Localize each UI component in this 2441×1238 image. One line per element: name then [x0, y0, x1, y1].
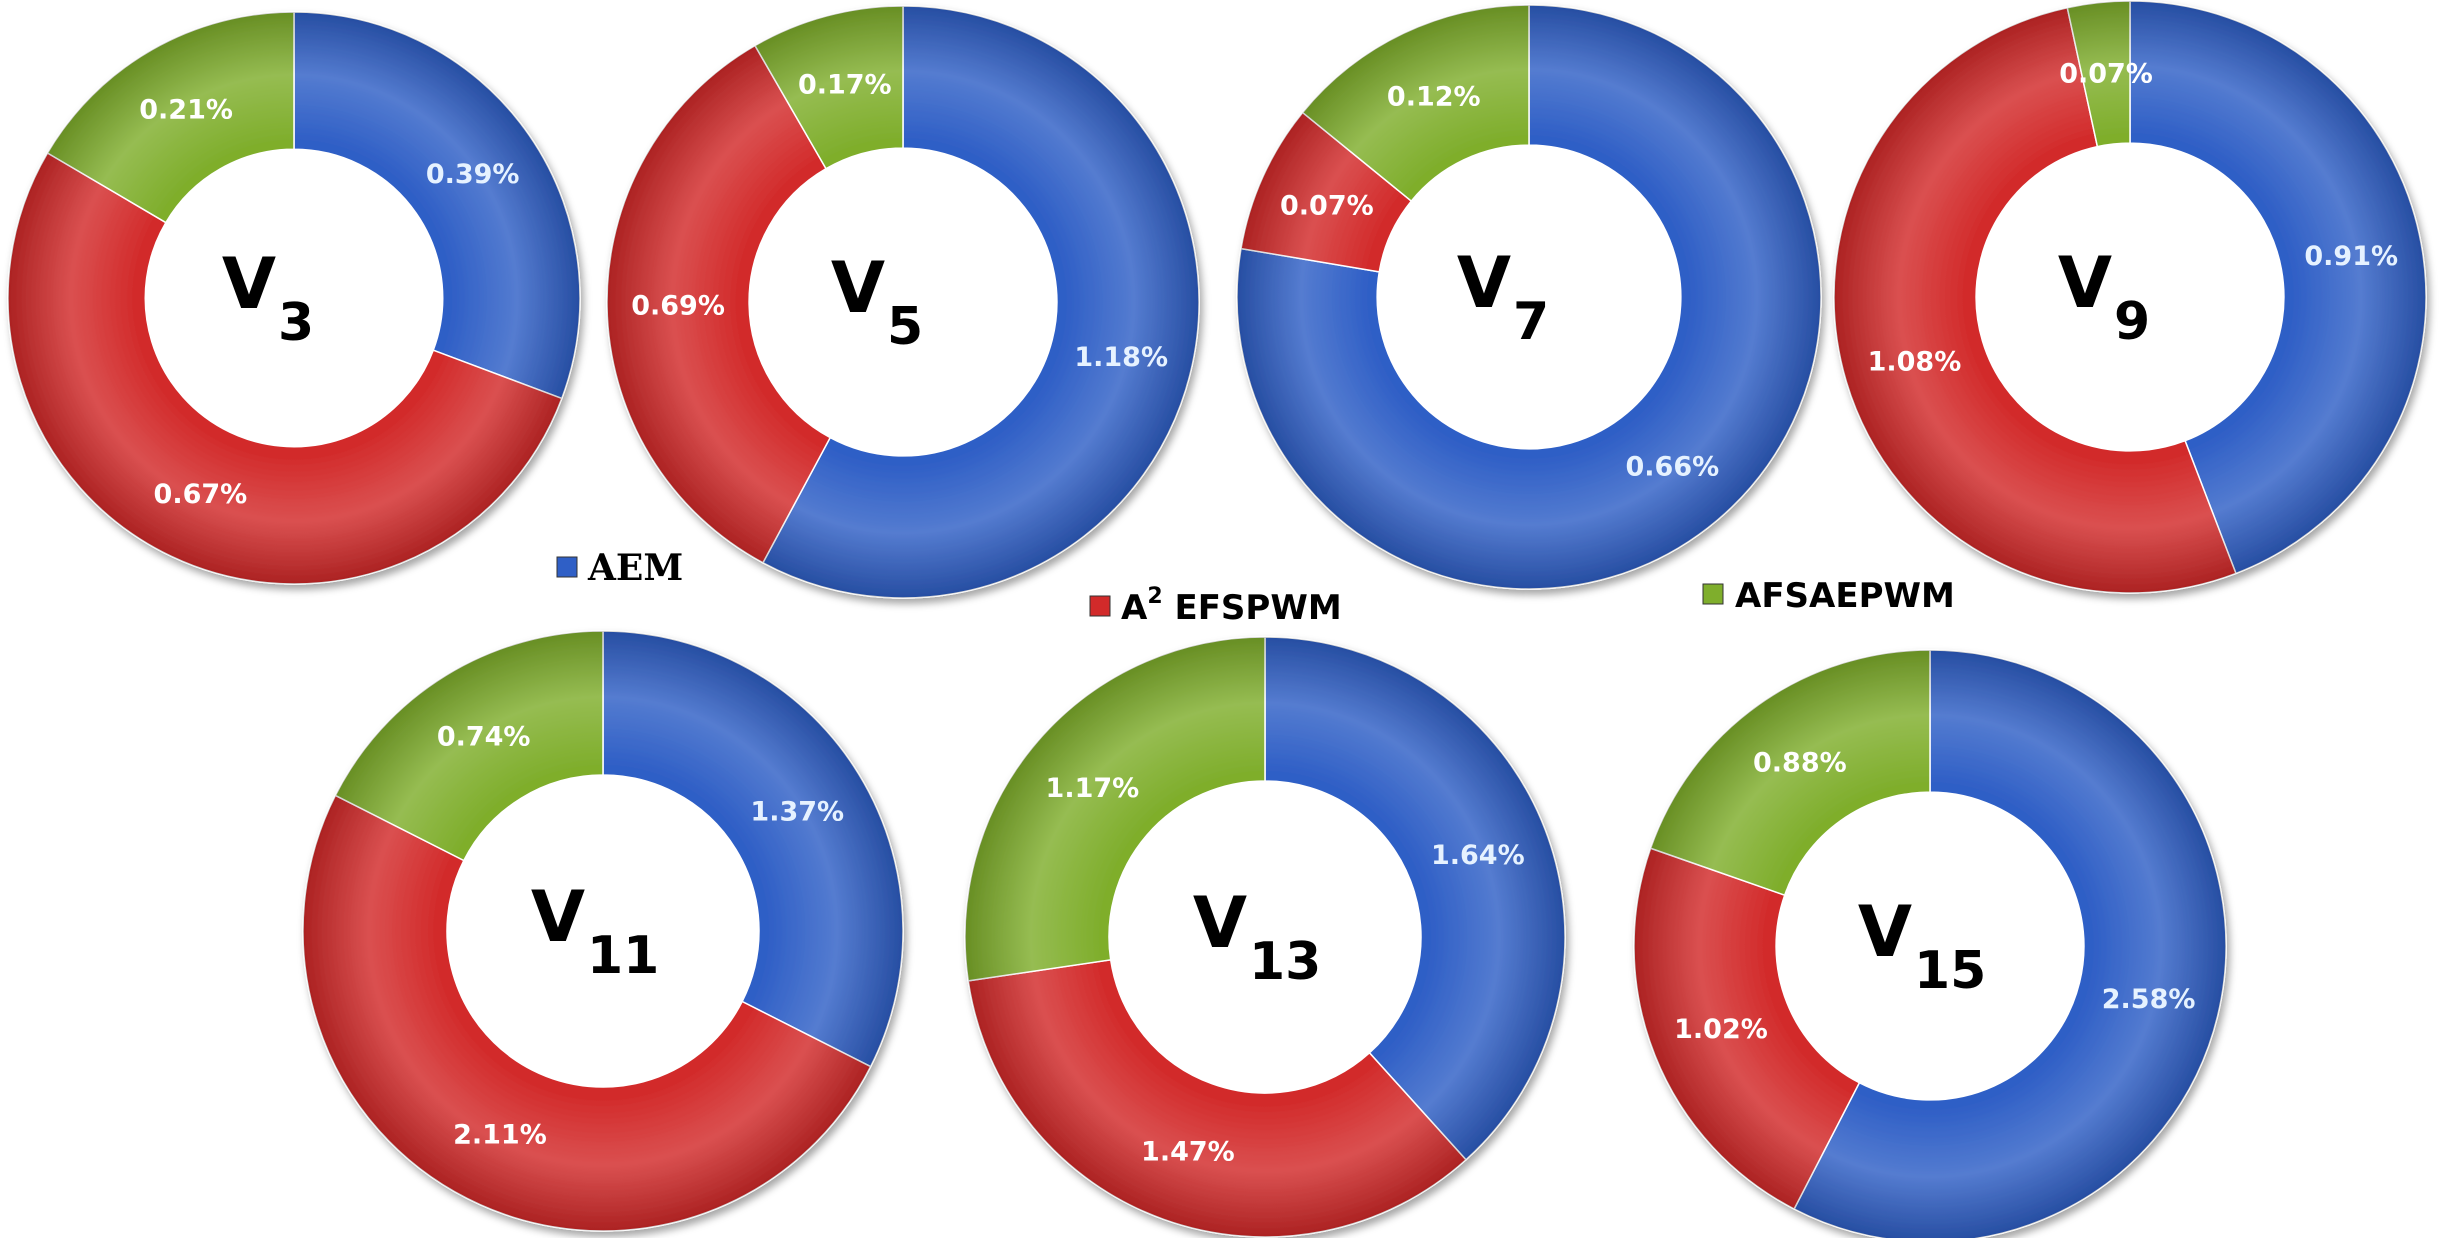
legend-swatch [1702, 583, 1724, 605]
slice-label-afsaepwm: 1.17% [1046, 773, 1140, 804]
slice-label-afsaepwm: 0.12% [1387, 82, 1481, 113]
slice-label-a2efspwm: 1.08% [1868, 346, 1962, 377]
slice-label-a2efspwm: 2.11% [453, 1119, 547, 1150]
center-subscript: 7 [1513, 292, 1549, 352]
slice-label-afsaepwm: 0.88% [1753, 748, 1847, 779]
legend-item-afsaepwm: AFSAEPWM [1702, 576, 1955, 616]
donut-hole [447, 775, 759, 1087]
center-subscript: 3 [278, 293, 314, 353]
center-subscript: 13 [1249, 932, 1321, 992]
donut-chart-v7: 0.66% 0.07% 0.12% V 7 [1236, 4, 1822, 590]
donut-chart-v3: 0.39% 0.67% 0.21% V 3 [7, 11, 581, 585]
donut-hole [145, 149, 443, 447]
donut-hole [1377, 145, 1681, 449]
center-subscript: 15 [1914, 941, 1986, 1001]
slice-label-aem: 0.91% [2304, 241, 2398, 272]
slice-label-a2efspwm: 0.67% [154, 479, 248, 510]
center-label: V [222, 243, 276, 325]
donut-chart-v13: 1.64% 1.47% 1.17% V 13 [964, 636, 1566, 1238]
donut-chart-v9: 0.91% 1.08% 0.07% V 9 [1833, 0, 2427, 594]
slice-label-afsaepwm: 0.74% [437, 722, 531, 753]
legend-label-text: EFSPWM [1163, 588, 1342, 628]
legend-label-prefix: A [1121, 588, 1148, 628]
center-label: V [1457, 242, 1511, 324]
slice-label-aem: 0.39% [426, 159, 520, 190]
slice-label-a2efspwm: 1.02% [1674, 1014, 1768, 1045]
legend: AEM A2 EFSPWM AFSAEPWM [556, 547, 1955, 628]
center-subscript: 5 [887, 297, 923, 357]
slice-label-a2efspwm: 0.07% [1280, 190, 1374, 221]
legend-item-aem: AEM [556, 547, 683, 589]
center-subscript: 9 [2114, 292, 2150, 352]
center-label: V [531, 876, 585, 958]
slice-label-afsaepwm: 0.07% [2059, 58, 2153, 89]
legend-label: A2 EFSPWM [1121, 584, 1342, 628]
legend-label: AEM [587, 547, 683, 589]
donut-hole [1109, 781, 1421, 1093]
donut-hole [749, 148, 1057, 456]
slice-label-a2efspwm: 0.69% [631, 290, 725, 321]
slice-label-aem: 0.66% [1626, 451, 1720, 482]
donut-chart-v5: 1.18% 0.69% 0.17% V 5 [606, 5, 1200, 599]
center-label: V [2058, 242, 2112, 324]
center-label: V [1858, 891, 1912, 973]
donut-hole [1776, 792, 2084, 1100]
donut-chart-v11: 1.37% 2.11% 0.74% V 11 [302, 630, 904, 1232]
slice-label-aem: 1.37% [750, 797, 844, 828]
center-label: V [831, 247, 885, 329]
slice-label-afsaepwm: 0.17% [798, 70, 892, 101]
legend-label: AFSAEPWM [1735, 576, 1955, 616]
legend-label-superscript: 2 [1147, 584, 1162, 609]
legend-swatch [1089, 595, 1111, 617]
donut-hole [1976, 143, 2284, 451]
slice-label-aem: 1.64% [1431, 840, 1525, 871]
slice-label-a2efspwm: 1.47% [1141, 1137, 1235, 1168]
slice-label-aem: 1.18% [1074, 342, 1168, 373]
legend-swatch [556, 556, 578, 578]
slice-label-aem: 2.58% [2102, 984, 2196, 1015]
center-label: V [1193, 882, 1247, 964]
slice-label-afsaepwm: 0.21% [139, 94, 233, 125]
legend-item-a2efspwm: A2 EFSPWM [1089, 584, 1342, 628]
donut-chart-v15: 2.58% 1.02% 0.88% V 15 [1633, 649, 2227, 1238]
center-subscript: 11 [587, 926, 659, 986]
